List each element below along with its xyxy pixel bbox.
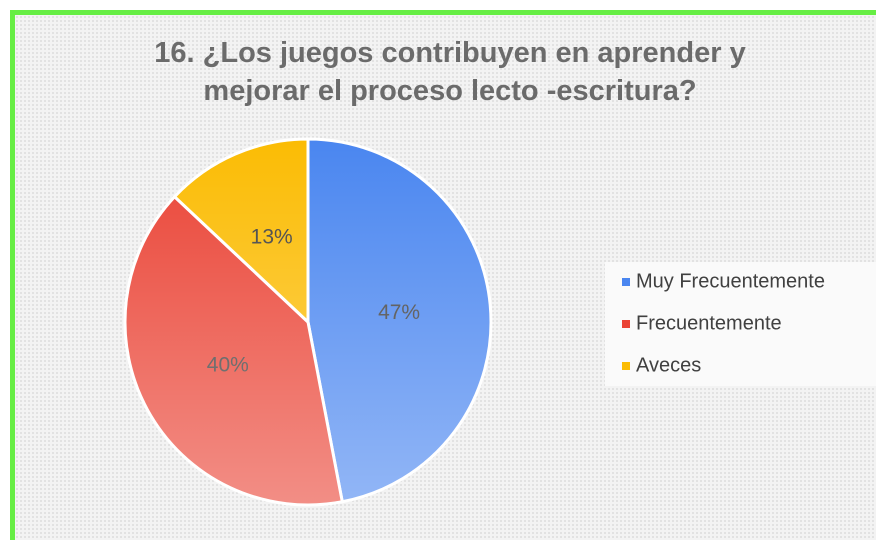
- chart-title: 16. ¿Los juegos contribuyen en aprender …: [154, 37, 746, 107]
- legend-label: Aveces: [636, 354, 701, 376]
- legend-box: [605, 262, 876, 386]
- legend-swatch: [622, 320, 630, 328]
- legend-swatch: [622, 362, 630, 370]
- legend-label: Muy Frecuentemente: [636, 270, 825, 292]
- legend-swatch: [622, 278, 630, 286]
- data-label: 40%: [207, 354, 249, 377]
- data-label: 13%: [251, 226, 293, 249]
- data-label: 47%: [378, 301, 420, 324]
- legend-label: Frecuentemente: [636, 312, 782, 334]
